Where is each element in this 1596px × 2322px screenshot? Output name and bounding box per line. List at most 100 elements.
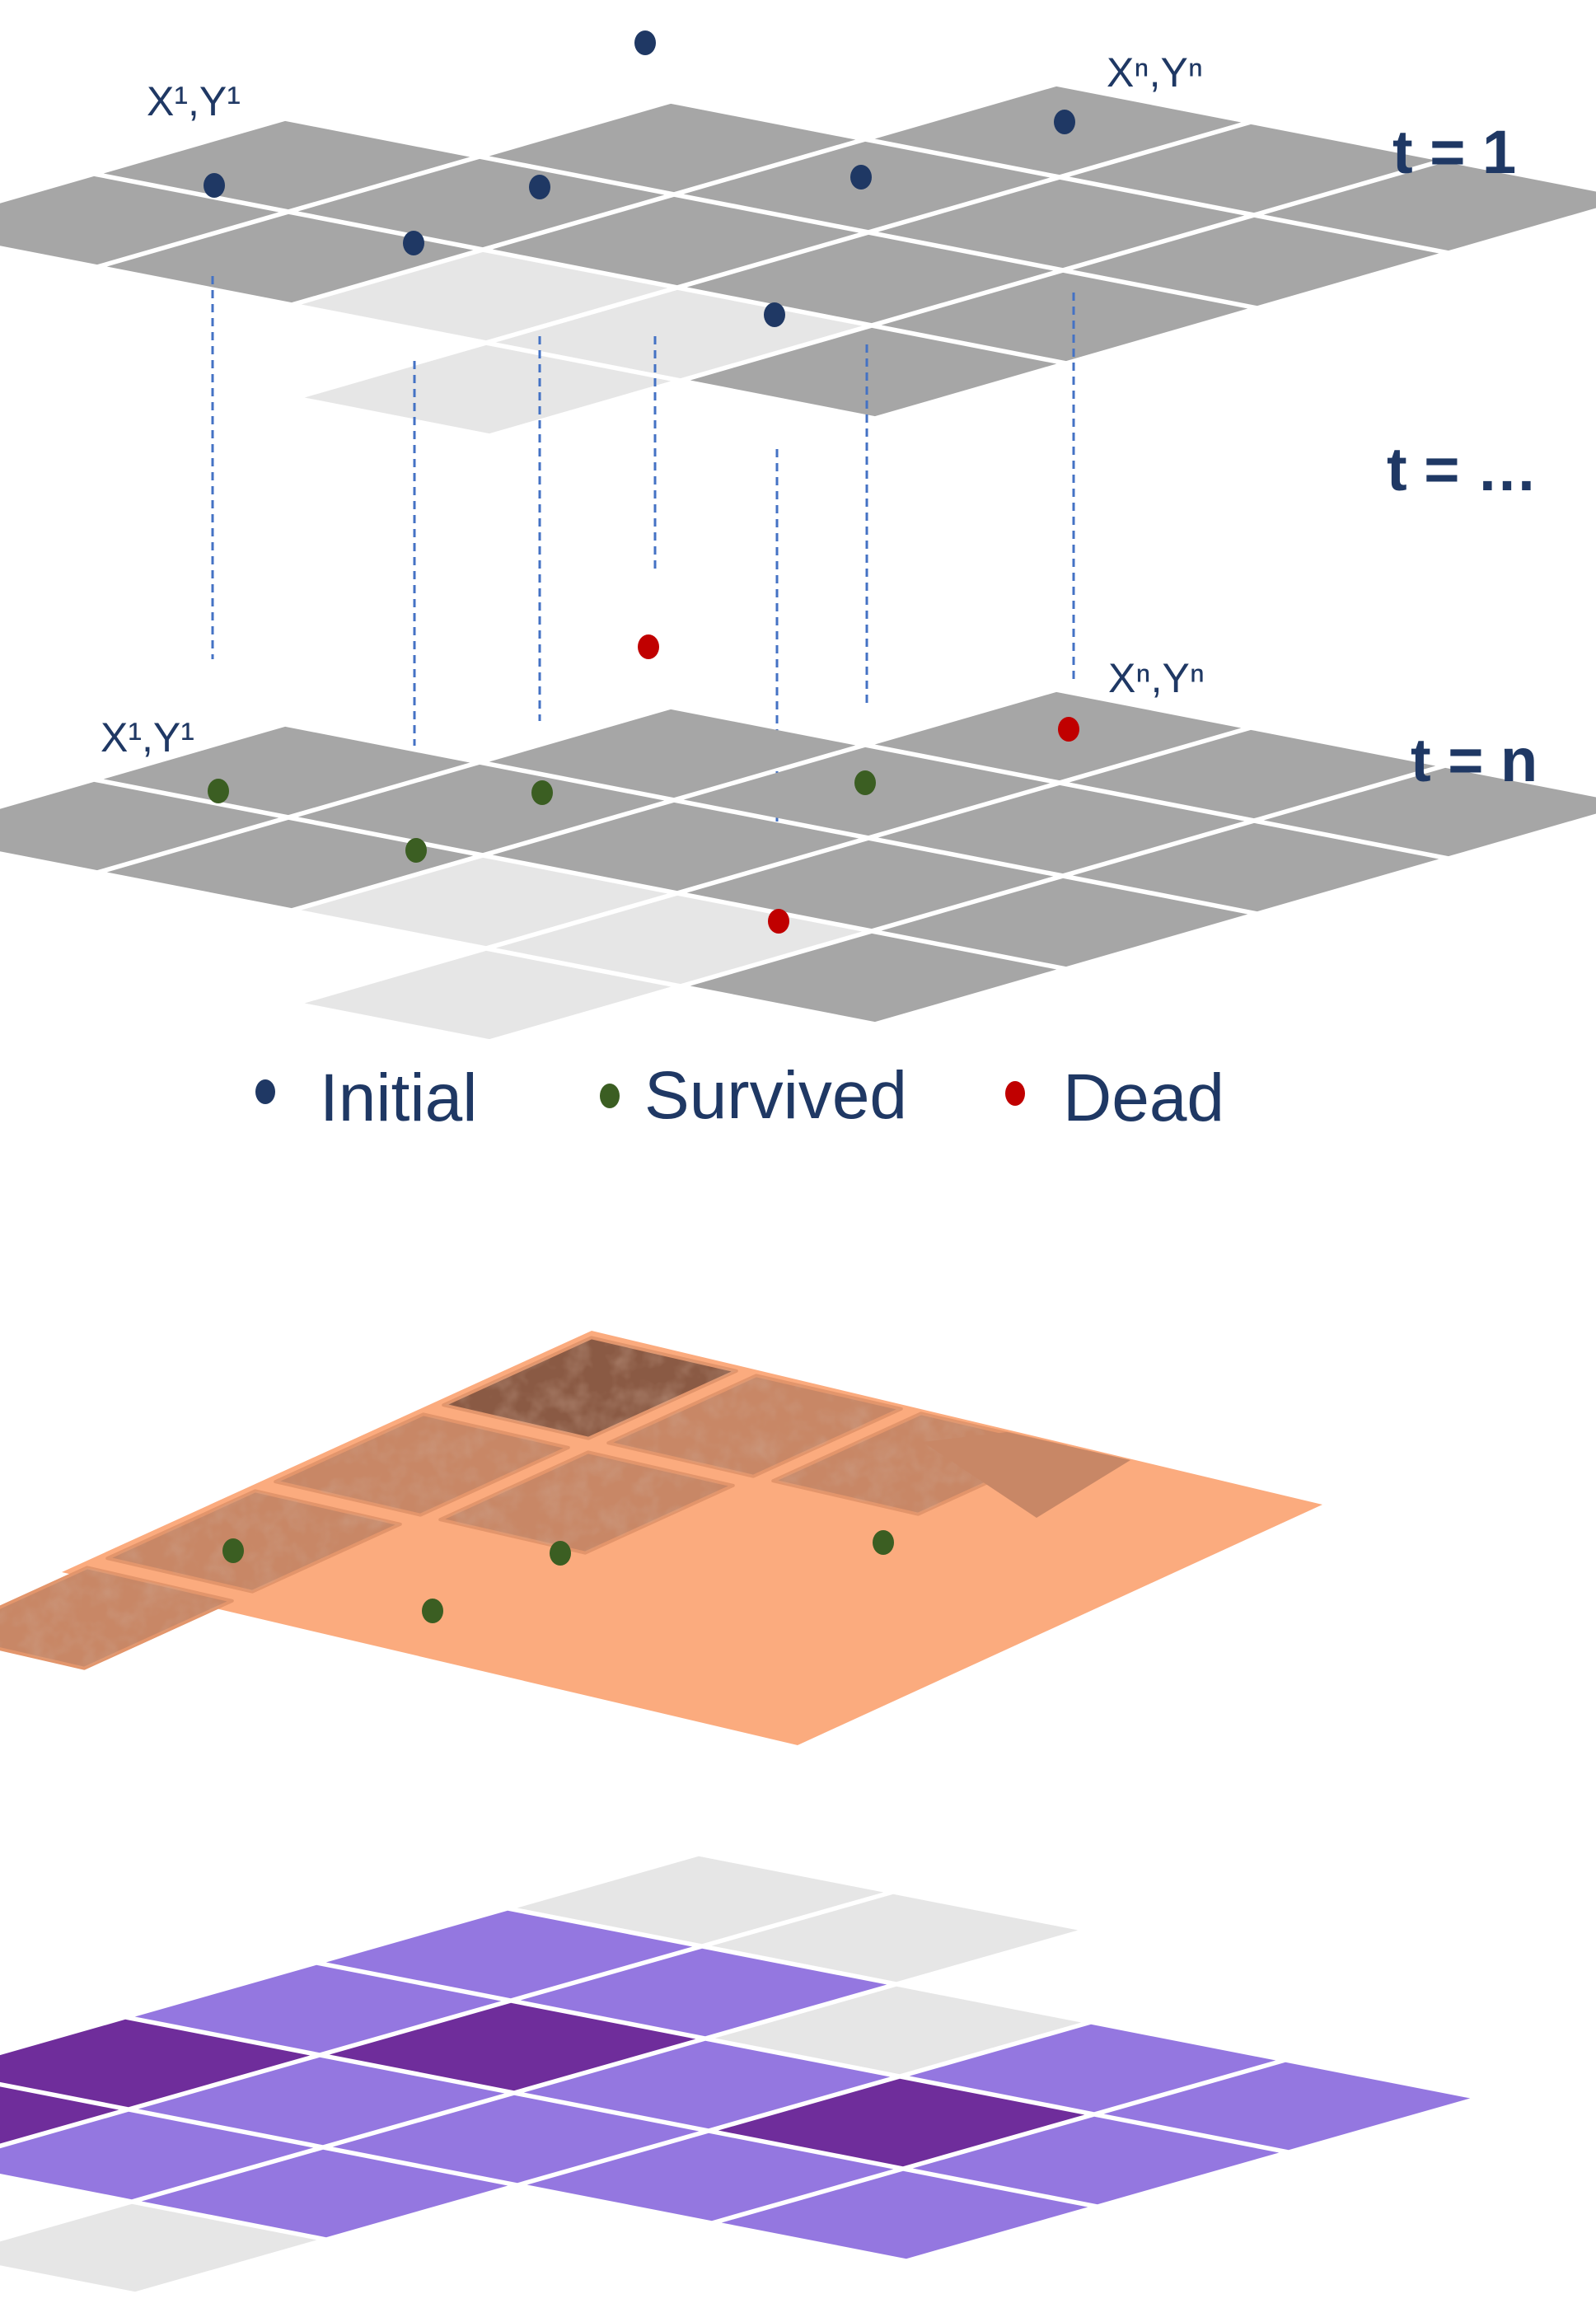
grid-time-1-cells (0, 86, 1596, 434)
grid-time-1-cell (878, 179, 1245, 269)
terrain-points (222, 1530, 894, 1623)
survived-point (854, 770, 876, 795)
legend-item-survived: Survived (600, 1058, 907, 1133)
survived-point (531, 780, 553, 805)
grid-time-n-cell (301, 857, 668, 947)
grid-time-n-cell (1069, 729, 1436, 819)
legend-marker-initial (255, 1079, 275, 1104)
grid-time-1-cell (106, 213, 474, 303)
initial-point (403, 231, 424, 255)
grid-time-1-cell (301, 251, 668, 341)
grid-time-1-cell (881, 272, 1248, 362)
survived-point (405, 838, 427, 863)
grid-time-n-cell (106, 819, 474, 909)
legend-item-initial: Initial (255, 1060, 477, 1135)
purple-grid-cell (520, 1948, 887, 2037)
legend-marker-dead (1005, 1081, 1025, 1106)
grid-time-1-last-corner-label: Xⁿ,Yⁿ (1107, 49, 1203, 96)
terrain-patch (923, 1432, 1130, 1518)
grid-time-n-cell (1072, 822, 1439, 912)
purple-grid-cell (711, 1894, 1079, 1983)
purple-grid-cell (134, 1964, 502, 2053)
time-labels: t = 1 t = … t = n (1387, 118, 1537, 794)
grid-time-1-cell (1069, 124, 1436, 213)
grid-time-n-cell (0, 781, 279, 871)
terrain-patch-texture (275, 1414, 569, 1515)
grid-time-n-cell (874, 691, 1242, 781)
grid-time-1-cell (686, 234, 1054, 324)
grid-time-1-cell (297, 158, 665, 248)
survived-point (422, 1599, 443, 1623)
purple-grid-cell (0, 2086, 119, 2144)
survived-point (550, 1541, 571, 1566)
legend: Initial Survived Dead (255, 1058, 1224, 1135)
purple-grid-cell (325, 1910, 693, 1999)
time-label-first: t = 1 (1392, 118, 1516, 186)
purple-grid-cells (0, 1856, 1471, 2292)
initial-point (1054, 110, 1075, 134)
grid-time-n-cell (304, 950, 672, 1040)
terrain-patch-texture (443, 1337, 737, 1439)
terrain-layer (0, 1331, 1322, 1745)
purple-grid-cell (517, 1856, 884, 1945)
terrain-patch-texture (440, 1452, 733, 1553)
grid-time-n-points (208, 634, 1079, 934)
grid-time-1-cell (304, 344, 672, 434)
purple-grid-cell (523, 2040, 891, 2129)
grid-time-n-cell (878, 784, 1245, 874)
grid-time-1-cell (1072, 217, 1439, 307)
grid-time-n-cell (492, 802, 859, 892)
purple-grid-cell (1103, 2062, 1471, 2151)
grid-time-n-cells (0, 691, 1596, 1040)
survived-point (222, 1538, 244, 1563)
grid-time-n-first-corner-label: X¹,Y¹ (101, 714, 194, 761)
purple-grid-cell (718, 2078, 1085, 2167)
grid-time-n-cell (881, 878, 1248, 967)
grid-time-1-points (204, 30, 1075, 327)
survived-point (873, 1530, 894, 1555)
initial-point (850, 165, 872, 190)
grid-time-1-first-corner-label: X¹,Y¹ (147, 78, 241, 124)
grid-time-n-last-corner-label: Xⁿ,Yⁿ (1108, 655, 1205, 701)
purple-grid-cell (329, 2002, 696, 2091)
legend-item-dead: Dead (1005, 1060, 1224, 1135)
purple-grid-cell (714, 1986, 1082, 2075)
initial-point (529, 175, 550, 199)
grid-time-1-cell (103, 120, 470, 210)
purple-grid-cell (0, 2111, 314, 2200)
terrain-patch-texture (107, 1491, 400, 1592)
grid-time-1: X¹,Y¹ Xⁿ,Yⁿ (0, 30, 1596, 434)
grid-time-1-cell (489, 103, 856, 193)
initial-point (764, 302, 785, 327)
grid-time-n-cell (489, 709, 856, 798)
purple-grid-cell (912, 2116, 1280, 2205)
terrain-patch-texture (0, 1567, 232, 1669)
grid-time-1-cell (690, 327, 1057, 417)
purple-grid-cell (0, 2019, 311, 2108)
initial-point (204, 173, 225, 198)
legend-marker-survived (600, 1084, 620, 1108)
legend-label-initial: Initial (320, 1060, 477, 1135)
grid-time-1-cell (0, 176, 279, 265)
terrain-patches (0, 1336, 1130, 1670)
terrain-patch-texture (608, 1375, 901, 1477)
grid-time-1-cell (492, 196, 859, 286)
grid-time-n-cell (103, 726, 470, 816)
time-label-last: t = n (1411, 726, 1537, 794)
time-label-middle: t = … (1387, 435, 1537, 503)
grid-time-n-cell (297, 764, 665, 854)
purple-grid-cell (138, 2057, 505, 2146)
legend-label-dead: Dead (1063, 1060, 1224, 1135)
grid-time-n-cell (690, 933, 1057, 1023)
dead-point (1058, 717, 1079, 742)
grid-time-n: X¹,Y¹ Xⁿ,Yⁿ (0, 634, 1596, 1040)
dead-point (768, 909, 789, 934)
purple-grid-cell (0, 2203, 317, 2292)
purple-grid-cell (721, 2170, 1088, 2259)
purple-grid-cell (909, 2024, 1276, 2113)
purple-grid-cell (141, 2149, 508, 2238)
dead-point (638, 634, 659, 659)
grid-time-1-cell (1263, 162, 1596, 251)
legend-label-survived: Survived (644, 1058, 907, 1133)
